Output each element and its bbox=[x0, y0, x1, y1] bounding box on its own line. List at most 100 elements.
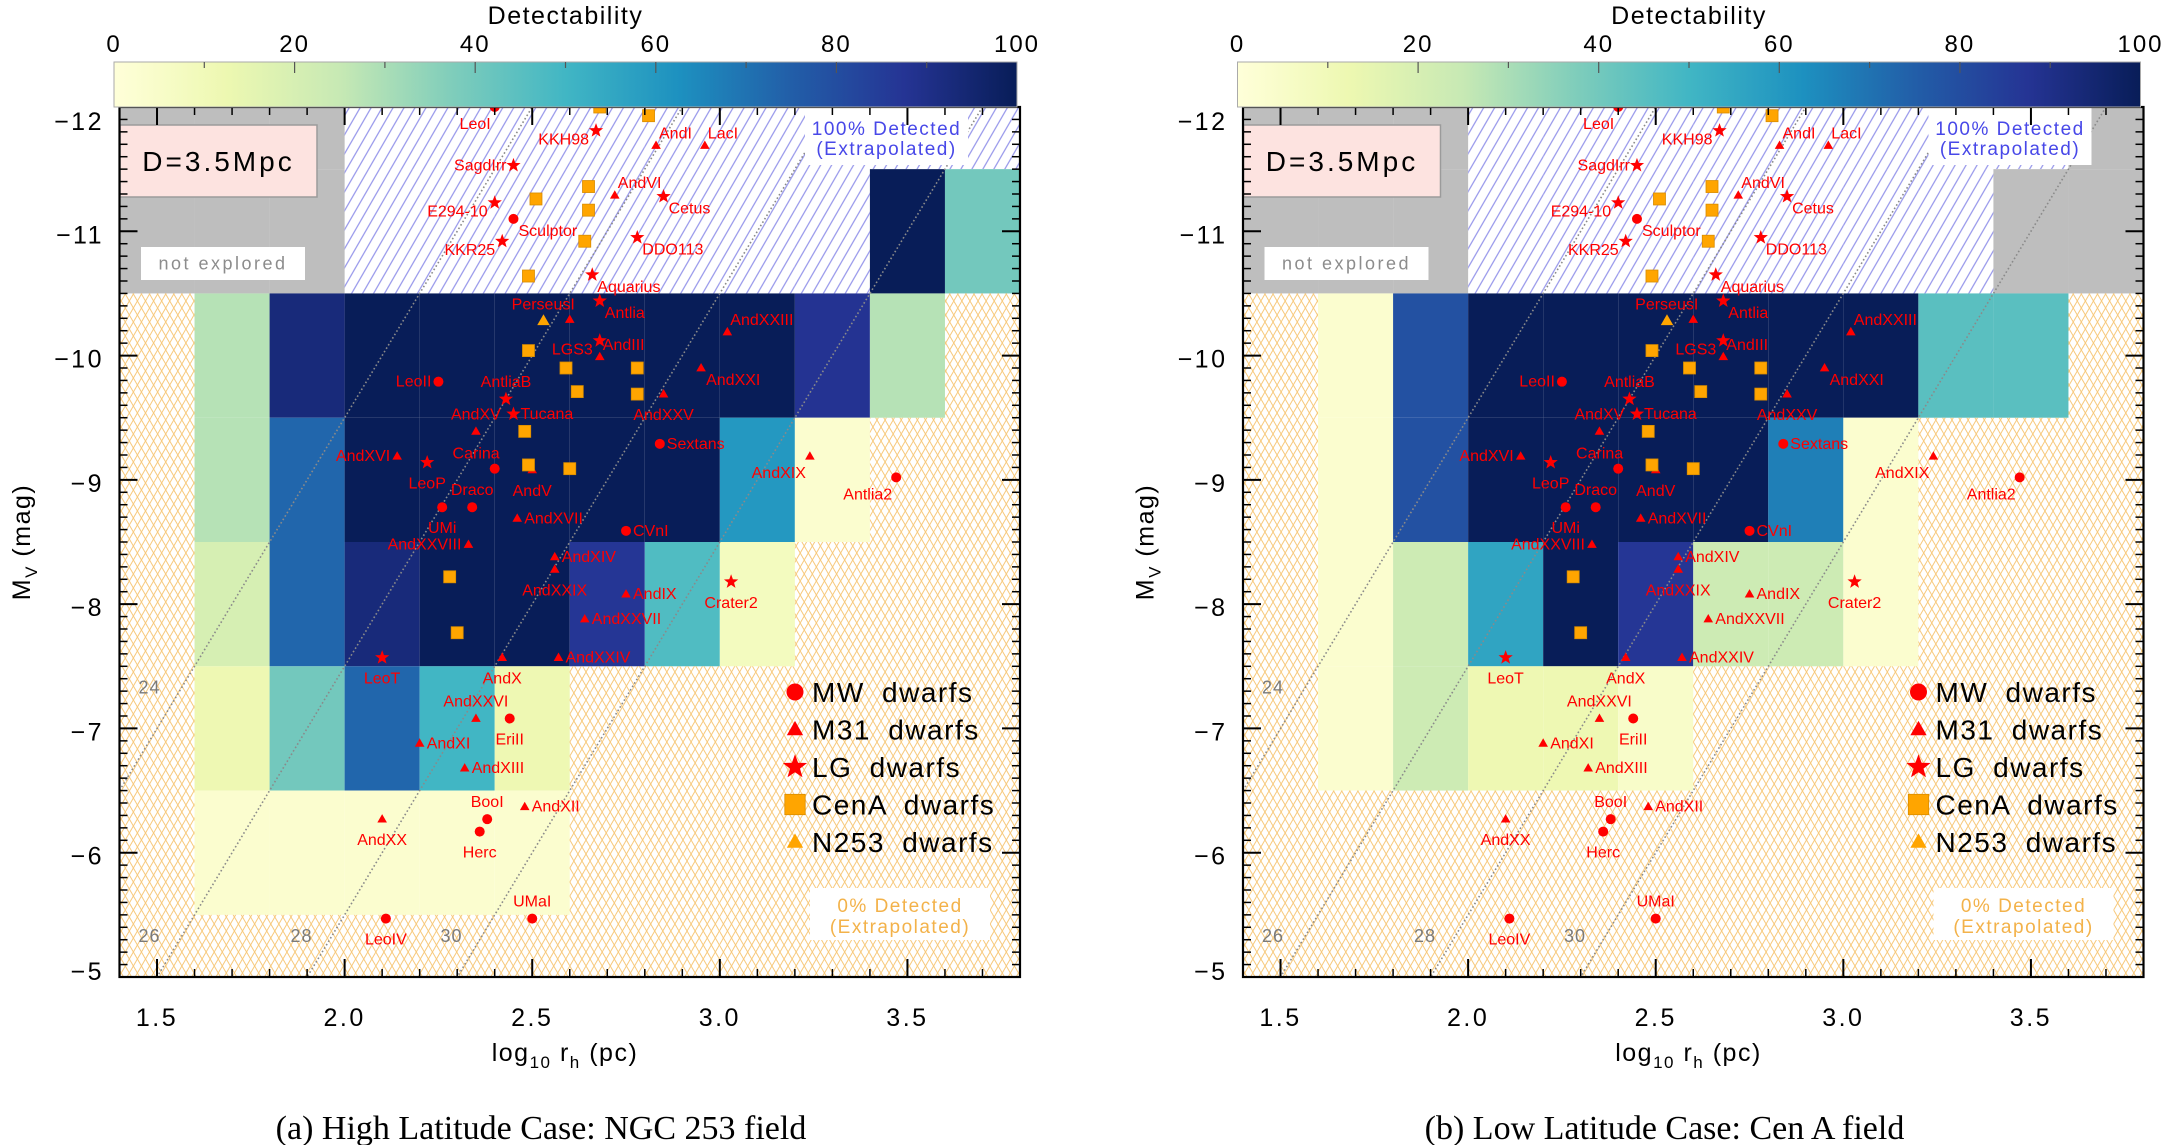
m31-dwarf-marker bbox=[1673, 551, 1684, 561]
galaxy-label: KKR25 bbox=[1568, 242, 1619, 259]
cena-dwarf-marker bbox=[1705, 203, 1719, 217]
extrapolated-0-cell bbox=[119, 417, 195, 542]
mw-dwarf-marker bbox=[1560, 502, 1571, 513]
galaxy-label: BooI bbox=[1594, 794, 1627, 811]
galaxy-label: AndXXVIII bbox=[388, 537, 462, 554]
m31-dwarf-marker bbox=[1846, 326, 1856, 336]
extrapolated-0-cell bbox=[1318, 790, 1394, 915]
extrapolated-0-cell bbox=[1993, 417, 2069, 542]
galaxy-label: AndXI bbox=[1550, 735, 1594, 752]
galaxy-label: KKR25 bbox=[444, 242, 495, 259]
extrapolated-0-cell bbox=[1393, 790, 1469, 915]
cena-dwarf-marker bbox=[1754, 387, 1768, 401]
y-tick-label: −6 bbox=[1194, 843, 1228, 871]
x-axis-title-subscript: h bbox=[570, 1053, 581, 1072]
m31-dwarf-marker bbox=[1718, 351, 1729, 361]
not-explored-box bbox=[141, 247, 305, 280]
legend-item: CenA dwarfs bbox=[784, 790, 994, 821]
extrapolated-0-cell bbox=[269, 914, 345, 977]
x-axis-title-part: r bbox=[552, 1039, 570, 1067]
extrapolated-0-cell bbox=[1693, 914, 1769, 977]
legend-item: N253 dwarfs bbox=[786, 827, 992, 858]
extrapolated-0-cell bbox=[1843, 666, 1919, 791]
galaxy-label: UMi bbox=[428, 520, 456, 537]
galaxy-label: LeoI bbox=[1583, 116, 1614, 133]
galaxy-label: Carina bbox=[453, 446, 500, 463]
lg-dwarf-marker bbox=[723, 574, 739, 588]
extrapolated-0-cell bbox=[1768, 790, 1844, 915]
extrapolated-0-cell bbox=[1768, 914, 1844, 977]
galaxy-label: Cetus bbox=[669, 201, 711, 218]
heatmap-cell bbox=[719, 293, 795, 418]
x-axis-title: log10 rh (pc) bbox=[492, 1039, 639, 1072]
galaxy-label: UMaI bbox=[1637, 894, 1675, 911]
heatmap-cell bbox=[1468, 417, 1544, 542]
surface-brightness-label: 30 bbox=[1564, 926, 1586, 946]
extrapolated-100-cell bbox=[644, 169, 720, 294]
galaxy-label: LeoT bbox=[364, 671, 401, 688]
crosshatch-b bbox=[794, 666, 870, 791]
mw-dwarf-marker bbox=[2014, 472, 2025, 483]
galaxy-label: EriII bbox=[495, 732, 523, 749]
galaxy-label: Sculptor bbox=[519, 223, 578, 240]
mw-dwarf-marker bbox=[1504, 913, 1515, 924]
panel-caption: (b) Low Latitude Case: Cen A field bbox=[1425, 1110, 1905, 1145]
galaxy-label: AndXXV bbox=[633, 407, 694, 424]
y-tick-label: −5 bbox=[70, 958, 104, 986]
heatmap-cell bbox=[269, 293, 345, 418]
colorbar-tick-label: 100 bbox=[994, 31, 1040, 58]
legend-marker bbox=[786, 833, 804, 848]
legend-item: MW dwarfs bbox=[1910, 677, 2096, 708]
detected-0-box bbox=[810, 888, 990, 940]
y-axis-title-subscript: V bbox=[22, 565, 41, 578]
galaxy-label: AndXII bbox=[532, 799, 580, 816]
galaxy-label: Herc bbox=[463, 845, 497, 862]
cena-dwarf-marker bbox=[1705, 180, 1719, 193]
galaxy-label: AndXXVIII bbox=[1511, 537, 1585, 554]
colorbar-tick-label: 0 bbox=[1230, 31, 1245, 58]
heatmap-cell bbox=[1618, 542, 1694, 667]
crosshatch-b bbox=[1768, 790, 1844, 915]
galaxy-label: LGS3 bbox=[1675, 342, 1716, 359]
galaxy-label: AndXXVI bbox=[1567, 694, 1632, 711]
crosshatch-b bbox=[1843, 666, 1919, 791]
m31-dwarf-marker bbox=[609, 190, 620, 199]
heatmap-cell bbox=[194, 417, 270, 542]
extrapolated-0-cell bbox=[869, 542, 945, 667]
lg-dwarf-marker bbox=[1629, 406, 1645, 421]
surface-brightness-label: 26 bbox=[1262, 926, 1284, 946]
cena-dwarf-marker bbox=[1701, 234, 1715, 248]
m31-dwarf-marker bbox=[463, 539, 474, 548]
galaxy-label: Carina bbox=[1576, 446, 1623, 463]
detectability-grid bbox=[1243, 107, 2144, 977]
crosshatch-b bbox=[344, 914, 420, 977]
crosshatch-b bbox=[1918, 542, 1994, 667]
detected-100-box bbox=[1928, 108, 2092, 165]
colorbar-tick-label: 20 bbox=[279, 31, 310, 58]
cena-dwarf-marker bbox=[570, 385, 584, 399]
legend-item: LG dwarfs bbox=[782, 752, 960, 783]
m31-dwarf-marker bbox=[1677, 652, 1687, 661]
cena-dwarf-marker bbox=[1765, 109, 1779, 123]
x-axis-title-subscript: 10 bbox=[1653, 1053, 1675, 1072]
lg-dwarf-marker bbox=[1712, 123, 1727, 137]
extrapolated-0-cell bbox=[1543, 790, 1619, 915]
legend-marker bbox=[784, 793, 806, 816]
galaxy-label: E294-10 bbox=[1551, 204, 1612, 221]
galaxy-label: E294-10 bbox=[427, 204, 488, 221]
galaxy-label: AndXXVI bbox=[443, 694, 508, 711]
extrapolated-0-cell bbox=[2068, 417, 2144, 542]
heatmap-cell bbox=[419, 790, 495, 915]
x-tick-label: 2.5 bbox=[511, 1004, 553, 1032]
m31-dwarf-marker bbox=[519, 801, 530, 811]
x-tick-label: 2.0 bbox=[323, 1004, 365, 1032]
heatmap-cell bbox=[1768, 417, 1844, 542]
y-axis-title: MV (mag) bbox=[8, 484, 41, 600]
extrapolated-0-cell bbox=[1843, 790, 1919, 915]
m31-dwarf-marker bbox=[1819, 362, 1830, 372]
cena-dwarf-marker bbox=[563, 462, 577, 476]
detected-100-label: 100% Detected bbox=[1935, 119, 2084, 140]
m31-dwarf-marker bbox=[1774, 140, 1785, 149]
colorbar-tick-label: 40 bbox=[1583, 31, 1614, 58]
